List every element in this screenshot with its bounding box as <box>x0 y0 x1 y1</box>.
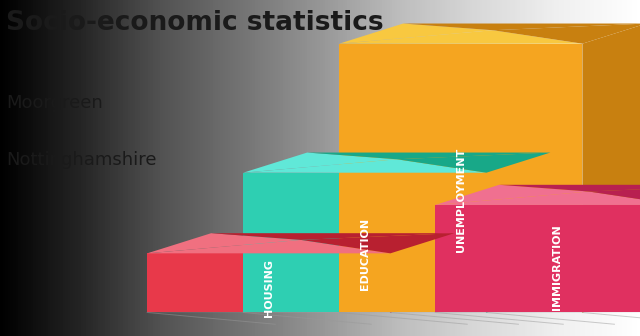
Polygon shape <box>243 292 550 312</box>
Text: Moorgreen: Moorgreen <box>6 94 103 112</box>
Polygon shape <box>397 153 550 173</box>
Polygon shape <box>435 192 640 205</box>
Polygon shape <box>147 233 301 253</box>
Text: HOUSING: HOUSING <box>264 259 274 317</box>
Polygon shape <box>435 205 640 312</box>
Text: Nottinghamshire: Nottinghamshire <box>6 151 157 169</box>
Polygon shape <box>403 24 640 30</box>
Polygon shape <box>499 185 640 192</box>
Polygon shape <box>339 30 582 44</box>
Polygon shape <box>243 173 486 312</box>
Polygon shape <box>390 233 454 312</box>
Text: UNEMPLOYMENT: UNEMPLOYMENT <box>456 148 466 252</box>
Polygon shape <box>147 253 390 312</box>
Text: IMMIGRATION: IMMIGRATION <box>552 224 562 310</box>
Polygon shape <box>307 153 550 159</box>
Polygon shape <box>435 185 589 205</box>
Polygon shape <box>301 233 454 253</box>
Polygon shape <box>339 24 493 44</box>
Polygon shape <box>486 153 550 312</box>
Polygon shape <box>582 24 640 312</box>
Polygon shape <box>147 292 454 312</box>
Polygon shape <box>493 24 640 44</box>
Polygon shape <box>435 292 640 312</box>
Polygon shape <box>211 233 454 240</box>
Polygon shape <box>339 292 640 312</box>
Text: Socio-economic statistics: Socio-economic statistics <box>6 10 384 36</box>
Polygon shape <box>147 240 390 253</box>
Polygon shape <box>243 153 397 173</box>
Polygon shape <box>589 185 640 205</box>
Text: EDUCATION: EDUCATION <box>360 218 370 290</box>
Polygon shape <box>339 44 582 312</box>
Polygon shape <box>243 159 486 173</box>
